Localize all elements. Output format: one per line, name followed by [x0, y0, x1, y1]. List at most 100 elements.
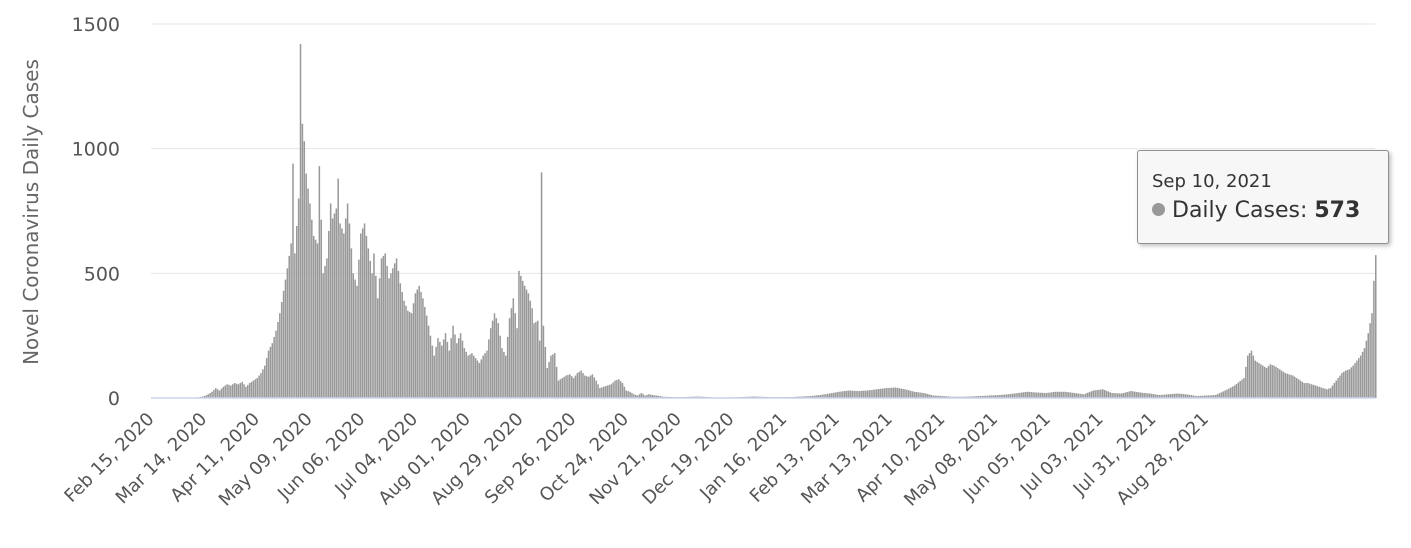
bar [947, 396, 950, 398]
bar [523, 285, 526, 398]
bar [1331, 385, 1334, 398]
y-tick-label: 1500 [72, 14, 120, 36]
bar [410, 313, 413, 398]
bar [1335, 380, 1337, 398]
bar [1324, 388, 1326, 398]
tooltip-value: 573 [1314, 198, 1361, 223]
bar [322, 273, 324, 398]
bar [356, 285, 358, 398]
bar [1043, 392, 1046, 398]
bar [503, 351, 505, 398]
bar [1271, 364, 1273, 398]
bar [305, 173, 307, 398]
bar [648, 394, 650, 398]
bar [1064, 391, 1066, 398]
bar [584, 375, 586, 398]
bar [497, 323, 500, 398]
hover-tooltip: Sep 10, 2021 Daily Cases: 573 [1137, 150, 1389, 244]
x-tick-label: Nov 21, 2020 [585, 409, 685, 509]
bar [209, 393, 211, 398]
bar [1318, 386, 1321, 398]
bar [448, 350, 451, 398]
bar [452, 325, 454, 398]
bar [872, 389, 874, 398]
bar [290, 243, 292, 398]
bar [1179, 393, 1181, 398]
bar [1327, 388, 1330, 398]
bar [1098, 389, 1100, 398]
bar [1326, 389, 1328, 398]
bar [224, 385, 226, 398]
bar [1100, 389, 1102, 398]
bar [1205, 395, 1208, 398]
bar [1224, 390, 1226, 398]
bar [254, 379, 257, 398]
bar [216, 389, 219, 398]
bar [329, 203, 332, 398]
bar [282, 290, 285, 398]
bar [346, 203, 349, 398]
bar [514, 313, 516, 398]
bar [908, 390, 910, 398]
bar [1036, 392, 1038, 398]
bar [307, 188, 309, 398]
bar [977, 396, 980, 398]
bar [821, 394, 823, 398]
bar [1282, 371, 1285, 398]
bar [538, 340, 541, 398]
bar [1115, 393, 1117, 398]
bar [1250, 350, 1253, 398]
bar [382, 255, 385, 398]
bar [1305, 383, 1307, 398]
bar [1128, 391, 1130, 398]
bar [205, 395, 208, 398]
bar [1028, 391, 1031, 398]
bar [887, 387, 889, 398]
bar [521, 280, 524, 398]
bar [1073, 393, 1076, 398]
bar [407, 310, 409, 398]
bar [348, 223, 351, 398]
bar [644, 395, 646, 398]
bar [642, 394, 645, 398]
bar [1263, 366, 1266, 398]
bar [828, 393, 831, 398]
bar [233, 383, 236, 398]
bar [403, 300, 405, 398]
bar [256, 378, 258, 398]
bar [339, 223, 341, 398]
bar [493, 313, 496, 398]
bar [1088, 392, 1091, 398]
bar [280, 302, 283, 398]
bar [1369, 323, 1371, 398]
bar [326, 258, 328, 398]
bar [1105, 390, 1108, 398]
bar [510, 308, 513, 398]
bar [1239, 381, 1241, 398]
bar [1199, 395, 1202, 398]
bar [350, 248, 353, 398]
bar [1130, 391, 1132, 398]
bar [425, 315, 428, 398]
bar [1141, 392, 1144, 398]
bar [1286, 373, 1289, 398]
bar [1092, 390, 1095, 398]
bar [988, 395, 991, 398]
bar [943, 396, 946, 398]
bar [896, 387, 899, 398]
bar [578, 371, 580, 398]
bar [1256, 361, 1258, 398]
bar [1051, 392, 1053, 398]
bar [1181, 393, 1183, 398]
y-tick-label: 500 [84, 263, 120, 285]
bar [1363, 348, 1366, 398]
bar [612, 382, 614, 398]
bar [843, 391, 846, 398]
bar [1207, 395, 1209, 398]
bar [363, 223, 366, 398]
bar [555, 366, 558, 398]
bar [1322, 388, 1324, 398]
bar [1339, 375, 1341, 398]
bar [572, 378, 575, 398]
bar [1341, 373, 1343, 398]
